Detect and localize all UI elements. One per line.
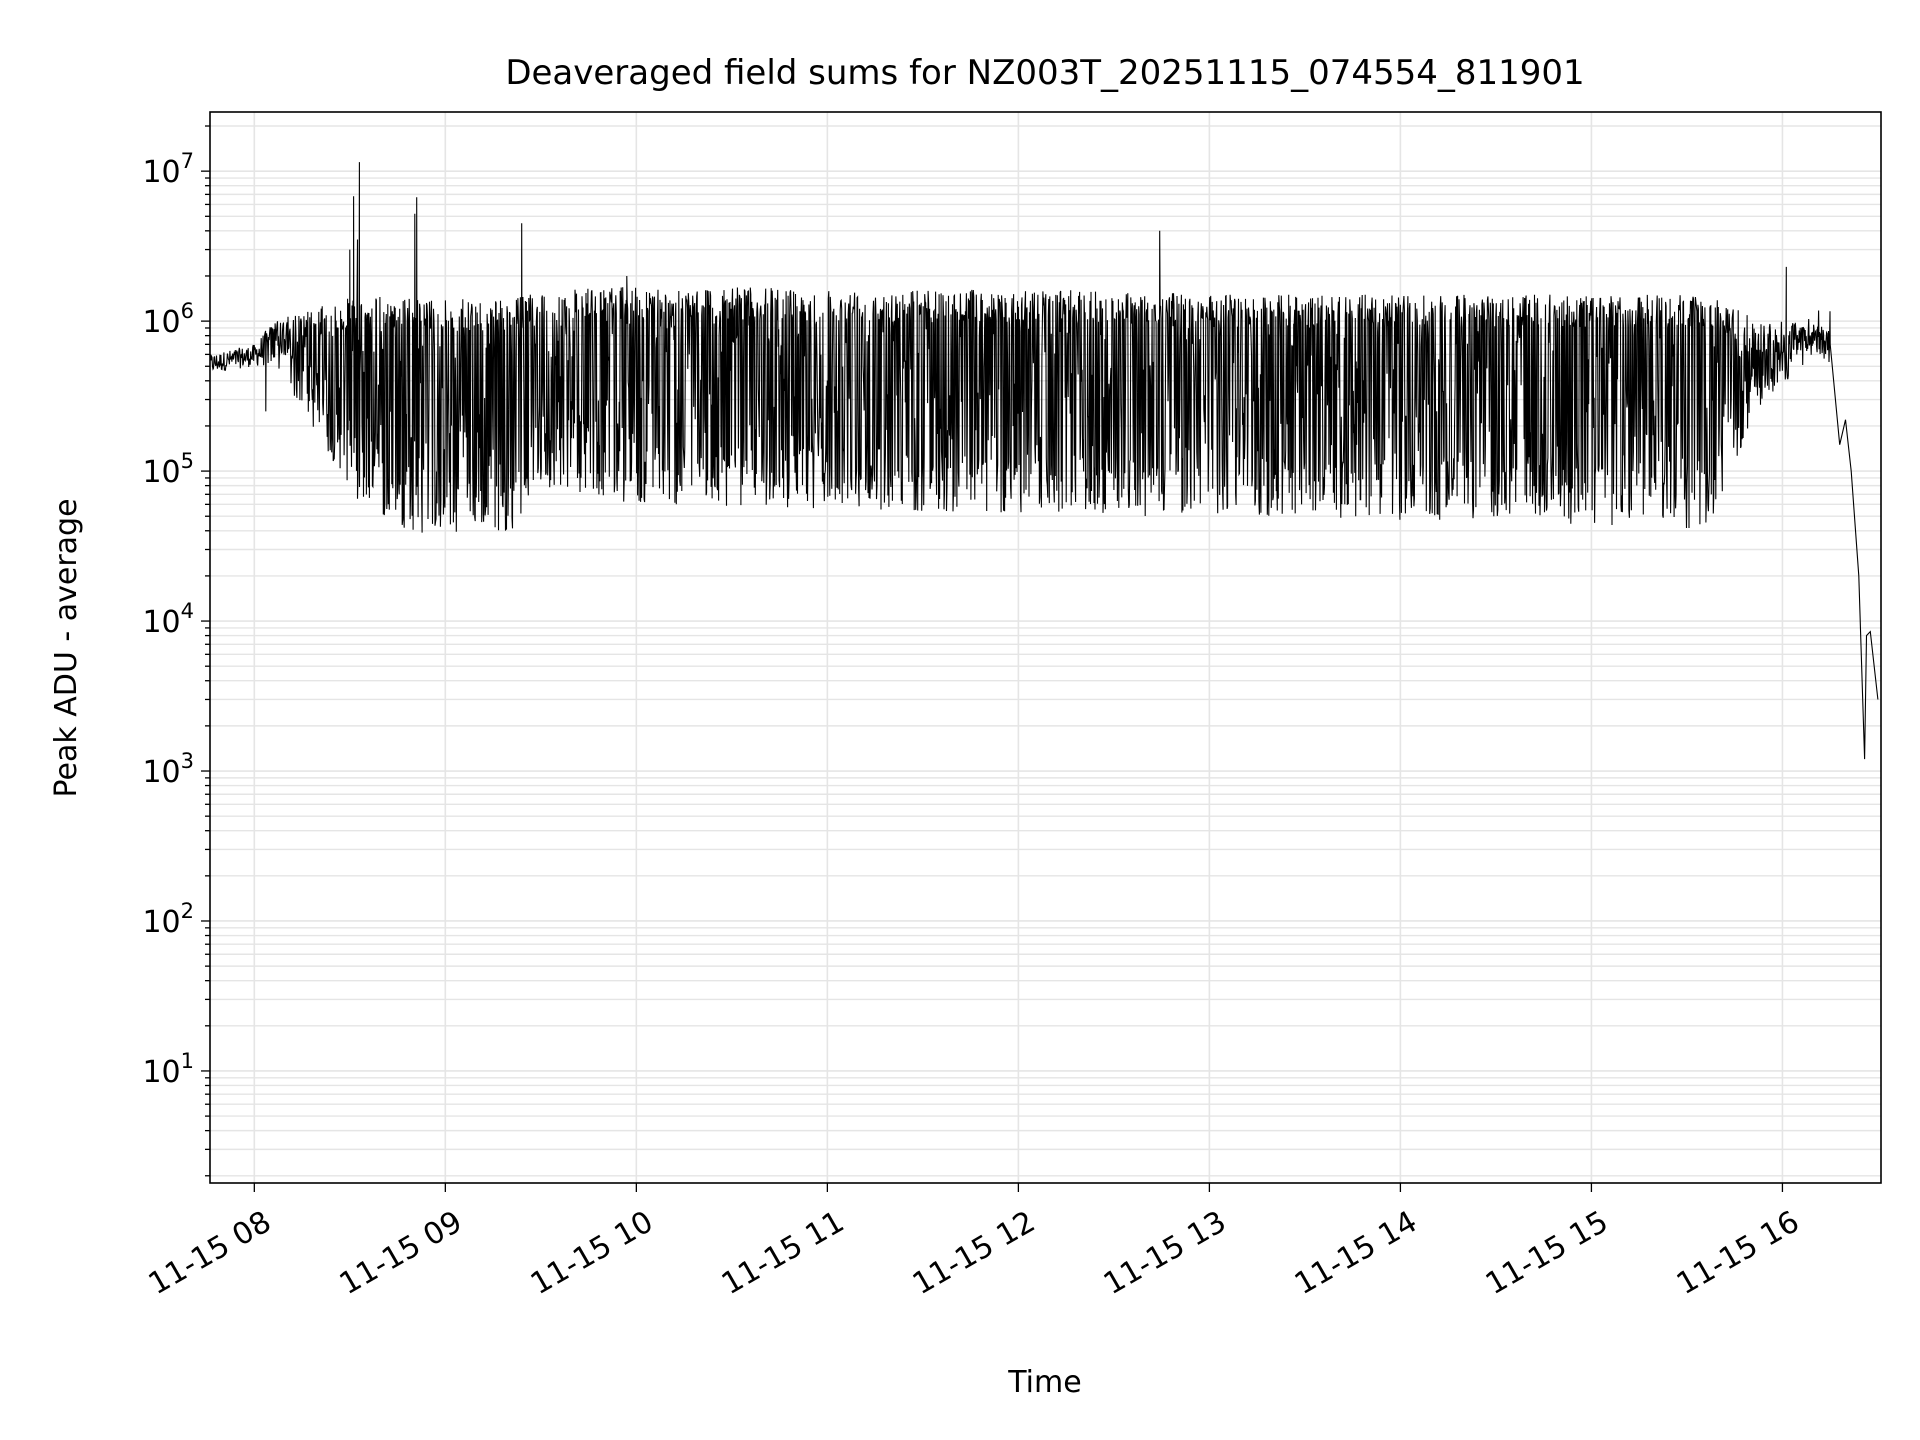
y-tick-exponent: 7 — [181, 149, 194, 173]
y-tick-exponent: 3 — [181, 749, 194, 773]
y-tick-base: 10 — [142, 455, 180, 490]
y-tick-label: 103 — [142, 749, 194, 790]
data-series — [209, 162, 1879, 760]
x-tick-label: 11-15 08 — [143, 1204, 277, 1302]
y-tick-label: 107 — [142, 149, 194, 190]
y-tick-base: 10 — [142, 755, 180, 790]
y-tick-label: 101 — [142, 1049, 194, 1090]
y-tick-base: 10 — [142, 1055, 180, 1090]
chart-title: Deaveraged field sums for NZ003T_2025111… — [505, 53, 1584, 93]
y-tick-base: 10 — [142, 605, 180, 640]
y-tick-base: 10 — [142, 155, 180, 190]
y-tick-label: 104 — [142, 599, 194, 640]
y-tick-exponent: 2 — [181, 899, 194, 923]
x-tick-label: 11-15 15 — [1480, 1204, 1614, 1302]
grid-lines — [210, 112, 1881, 1183]
x-tick-label: 11-15 10 — [525, 1204, 659, 1302]
x-tick-label: 11-15 13 — [1098, 1204, 1232, 1302]
y-tick-base: 10 — [142, 305, 180, 340]
y-axis-label: Peak ADU - average — [49, 498, 84, 797]
y-tick-label: 105 — [142, 449, 194, 490]
x-tick-label: 11-15 09 — [334, 1204, 468, 1302]
series-line — [209, 162, 1879, 760]
y-tick-exponent: 1 — [181, 1049, 194, 1073]
x-axis-label: Time — [1007, 1365, 1081, 1400]
y-tick-base: 10 — [142, 905, 180, 940]
x-tick-label: 11-15 11 — [716, 1204, 850, 1302]
x-axis: 11-15 08 11-15 09 11-15 10 11-15 11 11-15 12… — [143, 1183, 1805, 1302]
axes-frame — [209, 111, 1882, 1184]
y-tick-exponent: 5 — [181, 449, 194, 473]
y-tick-exponent: 4 — [181, 599, 194, 623]
x-tick-label: 11-15 16 — [1671, 1204, 1805, 1302]
y-tick-label: 106 — [142, 299, 194, 340]
x-tick-label: 11-15 12 — [907, 1204, 1041, 1302]
y-tick-exponent: 6 — [181, 299, 194, 323]
y-tick-label: 102 — [142, 899, 194, 940]
x-tick-label: 11-15 14 — [1289, 1204, 1423, 1302]
